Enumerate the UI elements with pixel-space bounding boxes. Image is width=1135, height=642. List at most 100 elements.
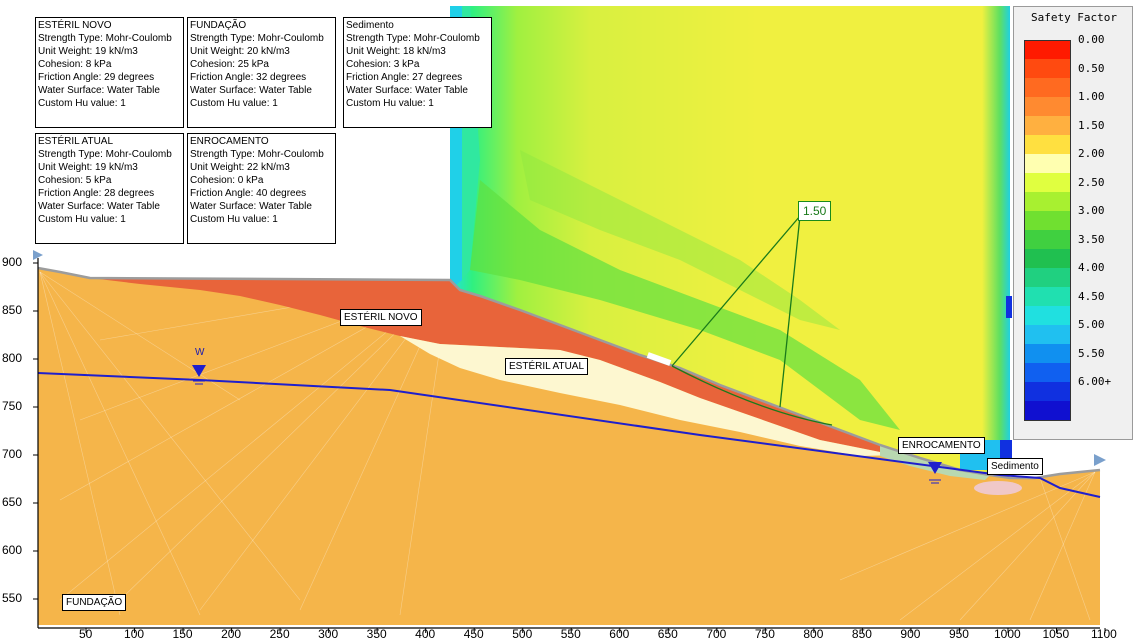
material-property: Custom Hu value: 1 [38,98,126,109]
material-property: Water Surface: Water Table [190,85,312,96]
legend-swatch [1024,40,1071,60]
material-property: Cohesion: 8 kPa [38,59,112,70]
legend-label: 0.00 [1078,33,1105,46]
label-esteril-novo: ESTÉRIL NOVO [340,309,422,326]
y-tick-label: 850 [2,303,23,317]
material-box-esteril-novo: ESTÉRIL NOVO Strength Type: Mohr-Coulomb U… [35,17,184,128]
material-property: Cohesion: 3 kPa [346,59,420,70]
x-tick-label: 300 [318,627,339,641]
boundary-marker-right [1094,454,1106,466]
material-property: Strength Type: Mohr-Coulomb [190,149,324,160]
x-tick-label: 1100 [1091,627,1117,641]
material-property: Strength Type: Mohr-Coulomb [346,33,480,44]
x-tick-label: 150 [172,627,193,641]
material-property: Friction Angle: 32 degrees [190,72,307,83]
legend-swatch [1024,344,1071,364]
legend-swatch [1024,116,1071,136]
x-tick-label: 450 [463,627,484,641]
x-tick-label: 100 [124,627,145,641]
x-tick-label: 550 [560,627,581,641]
x-tick-label: 750 [754,627,775,641]
legend-swatch [1024,192,1071,212]
material-property: Custom Hu value: 1 [190,98,278,109]
critical-slip-surface [671,365,833,426]
material-name: Sedimento [346,20,394,31]
legend-swatch [1024,249,1071,269]
material-property: Strength Type: Mohr-Coulomb [190,33,324,44]
material-property: Friction Angle: 27 degrees [346,72,463,83]
legend-swatch [1024,401,1071,421]
legend-label: 3.00 [1078,204,1105,217]
water-marker-right [928,462,942,484]
minimum-safety-factor-label: 1.50 [798,201,832,221]
legend-swatch [1024,211,1071,231]
legend-swatch [1024,78,1071,98]
x-tick-label: 600 [609,627,630,641]
legend-swatch [1024,306,1071,326]
legend-label: 0.50 [1078,61,1105,75]
ground-surface [37,266,1101,480]
x-tick-label: 950 [948,627,969,641]
x-tick-marks [85,628,1106,633]
y-tick-marks [33,262,38,600]
legend-swatch [1024,382,1071,402]
y-tick-label: 800 [2,351,23,365]
legend-label: 3.50 [1078,232,1105,246]
material-property: Water Surface: Water Table [190,201,312,212]
label-esteril-atual: ESTÉRIL ATUAL [505,358,589,375]
water-table-label: W [195,347,205,358]
material-property: Water Surface: Water Table [38,201,160,212]
material-name: ESTÉRIL ATUAL [38,136,114,147]
slip-leader-a [671,215,801,367]
legend-swatch [1024,154,1071,174]
legend-swatch [1024,97,1071,117]
x-tick-label: 850 [851,627,872,641]
y-tick-label: 550 [2,591,23,605]
label-enrocamento: ENROCAMENTO [898,437,985,454]
x-tick-label: 400 [415,627,436,641]
material-property: Unit Weight: 22 kN/m3 [190,162,290,173]
legend-swatch [1024,363,1071,383]
material-property: Strength Type: Mohr-Coulomb [38,149,172,160]
label-fundacao: FUNDAÇÃO [62,594,127,611]
legend-swatch [1024,135,1071,155]
material-box-sedimento: Sedimento Strength Type: Mohr-Coulomb Unit… [343,17,492,128]
material-property: Strength Type: Mohr-Coulomb [38,33,172,44]
material-property: Cohesion: 5 kPa [38,175,112,186]
material-name: ESTÉRIL NOVO [38,20,112,31]
x-tick-label: 200 [221,627,242,641]
material-property: Water Surface: Water Table [38,85,160,96]
water-table [37,372,1101,498]
material-property: Unit Weight: 19 kN/m3 [38,46,138,57]
slip-leader-b [779,215,801,408]
x-tick-label: 1000 [993,627,1021,641]
material-name: ENROCAMENTO [190,136,269,147]
material-property: Custom Hu value: 1 [38,214,126,225]
x-tick-label: 500 [512,627,533,641]
sedimento-region [974,481,1022,495]
legend-title: Safety Factor [1030,11,1118,24]
esteril-novo-region [90,278,900,452]
y-tick-label: 700 [2,447,23,461]
material-property: Unit Weight: 18 kN/m3 [346,46,446,57]
legend-label: 4.00 [1078,261,1105,274]
material-box-enrocamento: ENROCAMENTO Strength Type: Mohr-Coulomb Un… [187,133,336,244]
x-tick-label: 900 [900,627,921,641]
material-property: Friction Angle: 29 degrees [38,72,155,83]
boundary-marker-left [33,250,43,260]
material-property: Cohesion: 0 kPa [190,175,264,186]
material-box-fundacao: FUNDAÇÃO Strength Type: Mohr-Coulomb Unit … [187,17,336,128]
water-marker-left [192,365,206,385]
x-tick-label: 800 [803,627,824,641]
y-tick-label: 650 [2,495,23,509]
legend-swatch [1024,230,1071,250]
material-box-esteril-atual: ESTÉRIL ATUAL Strength Type: Mohr-Coulomb… [35,133,184,244]
x-tick-label: 700 [706,627,727,641]
material-property: Friction Angle: 40 degrees [190,188,307,199]
material-property: Friction Angle: 28 degrees [38,188,155,199]
material-name: FUNDAÇÃO [190,20,247,31]
legend-label: 5.00 [1078,318,1105,331]
label-sedimento: Sedimento [987,458,1043,475]
slip-marker [646,352,672,366]
